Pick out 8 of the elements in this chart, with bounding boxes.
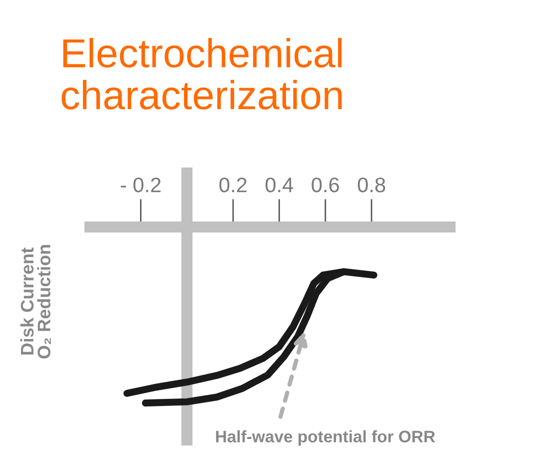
x-tick-label: 0.2 (219, 178, 247, 192)
x-tick-label: 0.8 (358, 178, 386, 192)
x-tick-label: 0.4 (266, 178, 294, 192)
y-axis-title: Disk Current O₂ Reduction (20, 244, 51, 358)
annotation: Half-wave potential for ORR (216, 430, 436, 446)
x-tick-label: - 0.2 (120, 178, 161, 192)
chart-title: Electrochemical characterization (62, 38, 342, 110)
x-tick-label: 0.6 (312, 178, 339, 192)
